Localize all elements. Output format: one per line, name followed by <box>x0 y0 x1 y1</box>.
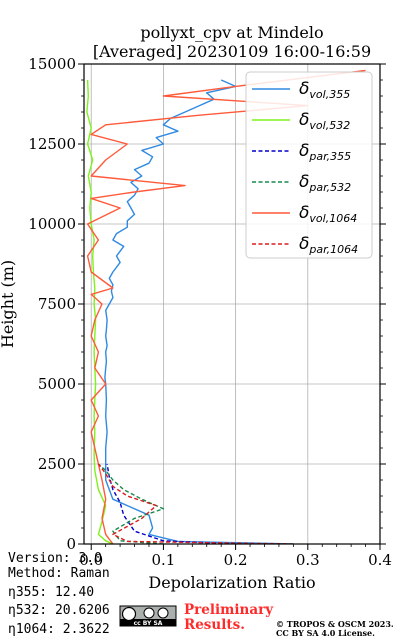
legend-label-vol-532: δvol,532 <box>299 110 350 132</box>
y-tick-label: 5000 <box>38 375 76 393</box>
x-tick-label: 0.4 <box>368 551 392 569</box>
version-text: Version: 3.0 <box>8 551 102 566</box>
sa-share-icon <box>157 607 169 619</box>
legend-label-par-1064: δpar,1064 <box>299 234 358 256</box>
series-line-vol-532 <box>86 79 114 544</box>
chart-title-line1: pollyxt_cpv at Mindelo <box>140 23 323 42</box>
cc-badge-text: cc BY SA <box>134 620 163 627</box>
x-tick-label: 0.3 <box>296 551 320 569</box>
cc-license-badge: cc BY SA <box>119 605 177 627</box>
method-text: Method: Raman <box>8 566 110 581</box>
y-axis-label: Height (m) <box>0 260 17 348</box>
y-tick-label: 7500 <box>38 295 76 313</box>
legend: δvol,355 δvol,532 δpar,355 δpar,532 δvol,106… <box>245 71 373 259</box>
y-tick-label: 12500 <box>28 135 76 153</box>
tick-layer: 0.0 0.1 0.2 0.3 0.4 0 2500 5000 7500 10000 12500 15… <box>28 55 392 569</box>
y-tick-label: 2500 <box>38 455 76 473</box>
legend-label-par-532: δpar,532 <box>299 172 351 194</box>
y-tick-label: 15000 <box>28 55 76 73</box>
chart-title-line2: [Averaged] 20230109 16:00-16:59 <box>93 42 371 61</box>
legend-label-par-355: δpar,355 <box>299 141 351 163</box>
footer-metadata: Version: 3.0 Method: Raman η355: 12.40 η… <box>8 551 110 637</box>
copyright-line2: CC BY SA 4.0 License. <box>276 628 375 638</box>
x-tick-label: 0.1 <box>151 551 175 569</box>
legend-label-vol-355: δvol,355 <box>299 79 350 101</box>
legend-items: δvol,355 δvol,532 δpar,355 δpar,532 δvol,106… <box>252 79 358 256</box>
eta1064-text: η1064: 2.3622 <box>8 622 110 637</box>
by-person-icon <box>143 607 155 619</box>
cc-badge-strip <box>120 619 176 626</box>
preliminary-label-line1: Preliminary <box>184 602 274 618</box>
legend-box <box>245 71 373 259</box>
x-tick-label: 0.2 <box>224 551 248 569</box>
series-line-par-1064 <box>97 463 294 544</box>
copyright-line1: © TROPOS & OSCM 2023. <box>276 619 394 629</box>
x-axis-label: Depolarization Ratio <box>148 573 315 592</box>
eta532-text: η532: 20.6206 <box>8 603 110 618</box>
series-layer <box>86 69 366 544</box>
y-tick-label: 10000 <box>28 215 76 233</box>
cc-circle-icon <box>121 606 137 622</box>
series-line-vol-1064 <box>86 69 366 544</box>
legend-label-vol-1064: δvol,1064 <box>299 203 357 225</box>
preliminary-label-line2: Results. <box>184 617 245 633</box>
x-tick-label: 0.0 <box>79 551 103 569</box>
series-line-vol-355 <box>104 79 294 544</box>
y-tick-label: 0 <box>66 535 76 553</box>
eta355-text: η355: 12.40 <box>8 585 94 600</box>
